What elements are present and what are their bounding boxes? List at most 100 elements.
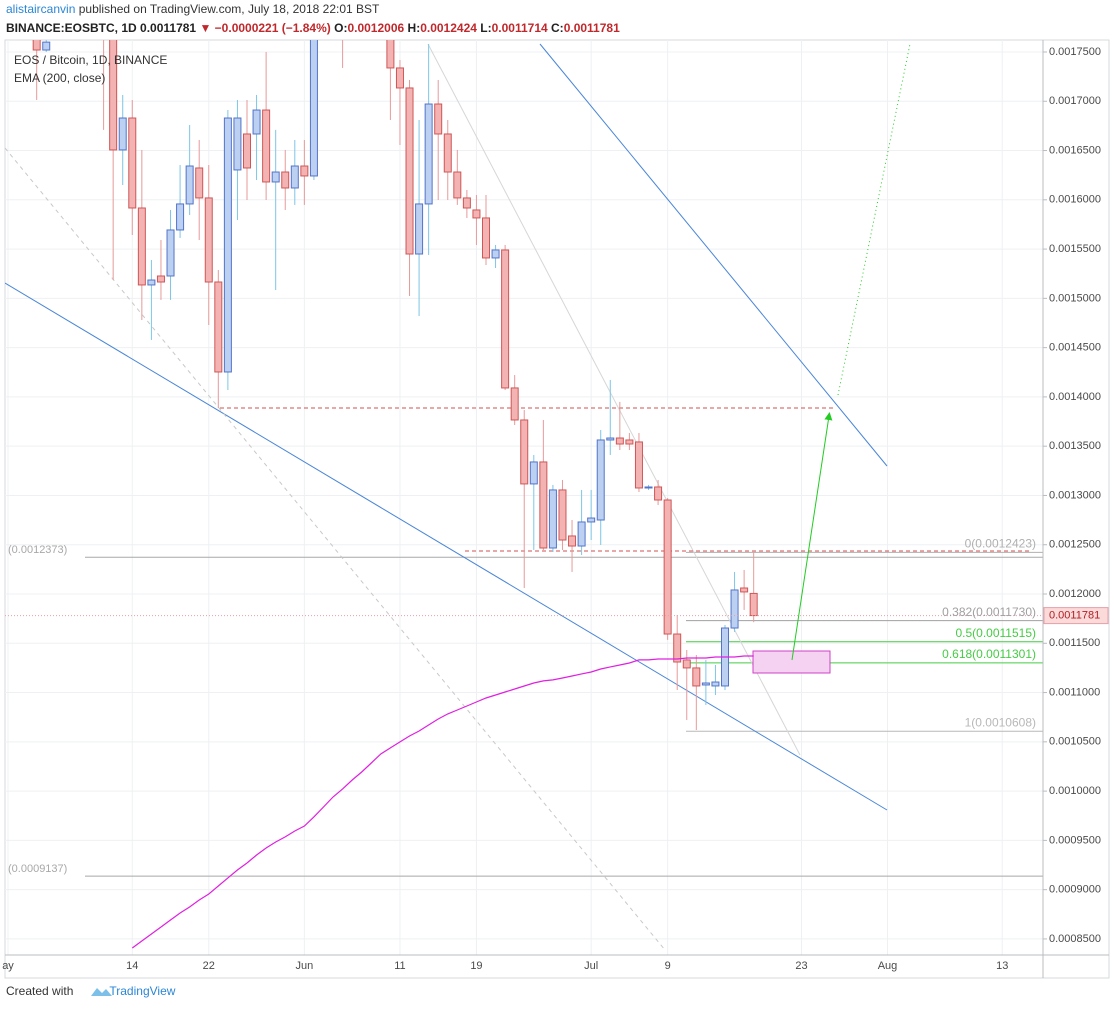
l-value: 0.0011714 [491,21,548,35]
trend-line [539,43,888,467]
candle-body [32,40,41,51]
candle-body [128,117,137,209]
candle-body [176,203,185,231]
x-tick-label: 11 [394,960,405,972]
candle-body [491,249,500,259]
candle-body [443,133,452,173]
arrow [791,412,833,661]
candle-body [510,387,519,421]
publish-line: alistaircanvin published on TradingView.… [6,2,379,16]
candle-body [663,499,672,635]
candle-body [166,229,175,277]
candle-body [673,633,682,663]
candle-body [395,67,404,89]
x-tick-label: Jul [584,960,598,972]
candle-body [558,489,567,541]
change: −0.0000221 (−1.84%) [214,21,331,35]
candle-body [405,87,414,255]
published: published on TradingView.com, July 18, 2… [78,2,380,16]
created-with: Created with [6,984,74,998]
candle-body [644,486,653,489]
h-label: H: [407,21,421,35]
candle-body [109,40,118,151]
candle-body [415,203,424,255]
fib-label: 0.5(0.0011515) [955,626,1036,640]
fib-label: 0(0.0012423) [965,536,1036,550]
candle-body [204,197,213,283]
candle-body [137,207,146,286]
candle-body [548,489,557,549]
last-price: 0.0011781 [140,21,197,35]
candle-body [300,165,309,177]
axes: 0.0017500 0.0017000 0.0016500 0.0016000 0.00… [2,40,1109,978]
legend-ema: EMA (200, close) [14,71,105,85]
level-label: (0.0009137) [8,863,67,875]
candle-body [482,217,490,259]
x-tick-label: ay [2,960,14,972]
candle-body [233,117,242,171]
target-box [752,650,831,674]
candle-body [453,171,462,199]
chart-frame [4,39,1110,979]
trend-line [5,282,888,811]
grid [5,40,1043,955]
candle-body [701,682,710,686]
candle-body [195,167,204,199]
y-tick-label: 0.0013500 [1049,440,1101,452]
l-label: L: [480,21,492,35]
candle-body [42,41,51,51]
h-value: 0.0012424 [420,21,477,35]
y-tick-label: 0.0012500 [1049,539,1101,551]
candle-body [214,281,223,373]
last-price-tag [1043,607,1109,625]
author[interactable]: alistaircanvin [6,2,76,16]
x-tick-label: 22 [203,960,215,972]
y-tick-label: 0.0015000 [1049,292,1101,304]
x-tick-label: 9 [665,960,671,972]
trend-line [427,43,801,756]
candle-body [634,441,643,489]
x-tick-label: Jun [295,960,313,972]
candle-body [424,103,433,205]
candle-body [692,667,701,687]
y-tick-label: 0.0011500 [1049,637,1100,649]
candle-body [577,521,586,547]
o-label: O: [334,21,348,35]
y-tick-label: 0.0011000 [1049,686,1100,698]
fib-label: 0.618(0.0011301) [942,647,1036,661]
fib-label: 1(0.0010608) [965,715,1036,729]
candle-body [730,589,739,629]
candle-body [290,165,299,189]
candle-body [520,419,529,485]
x-tick-label: 13 [996,960,1008,972]
change-arrow: ▼ [199,21,212,35]
candle-body [271,171,280,183]
quote-line: BINANCE:EOSBTC, 1D 0.0011781 ▼ −0.000022… [6,21,620,35]
candle-body [252,109,261,135]
candle-body [596,439,605,521]
brand[interactable]: TradingView [109,984,176,998]
candle-body [281,171,290,189]
x-tick-label: 19 [470,960,482,972]
ema-line [131,655,754,949]
c-value: 0.0011781 [563,21,620,35]
candle-body [223,117,232,373]
candle-body [501,249,510,389]
candle-body [539,461,548,549]
candle-body [386,40,395,69]
symbol: BINANCE:EOSBTC, 1D [6,21,137,35]
level-label: (0.0012373) [8,544,67,556]
candle-body [615,437,624,445]
y-tick-label: 0.0014000 [1049,391,1101,403]
candle-body [625,439,634,445]
candle-body [606,437,615,441]
last-price-label: 0.0011781 [1049,609,1100,621]
y-tick-label: 0.0016000 [1049,194,1101,206]
fib-label: 0.382(0.0011730) [942,605,1036,619]
candle-body [118,117,127,151]
plot [5,40,1043,949]
trend-line [5,147,666,951]
legend-symbol: EOS / Bitcoin, 1D, BINANCE [14,53,167,67]
